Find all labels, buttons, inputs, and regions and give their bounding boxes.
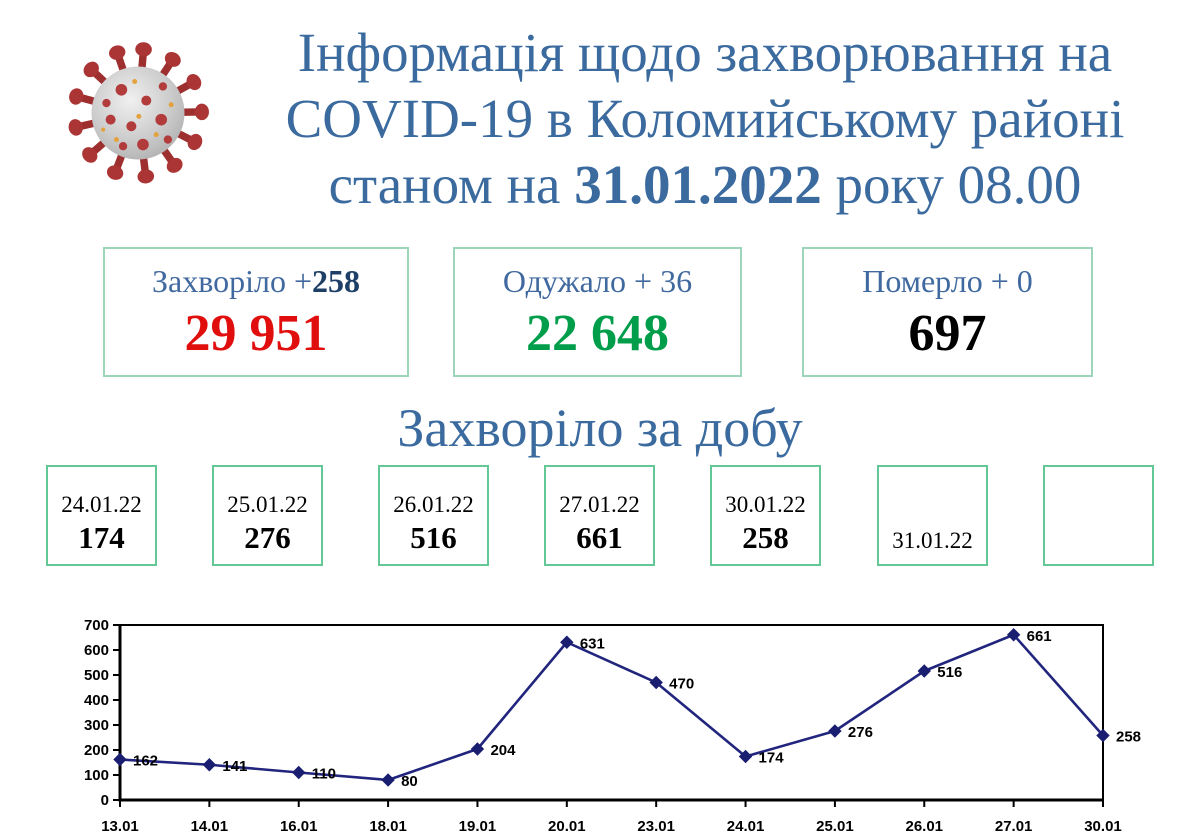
date-box-date: 25.01.22	[227, 492, 308, 517]
date-box-date: 24.01.22	[61, 492, 142, 517]
svg-text:19.01: 19.01	[459, 818, 497, 835]
svg-text:204: 204	[490, 742, 516, 759]
svg-text:162: 162	[133, 753, 158, 770]
stat-label-infected: Захворіло +258	[151, 263, 361, 299]
svg-text:258: 258	[1116, 729, 1141, 746]
svg-text:470: 470	[669, 676, 694, 693]
svg-text:141: 141	[222, 758, 247, 775]
stat-value-recovered: 22 648	[526, 305, 669, 362]
svg-text:27.01: 27.01	[995, 818, 1033, 835]
svg-text:200: 200	[84, 742, 109, 759]
date-box-6: 31.01.22	[877, 465, 988, 566]
stat-box-deceased: Померло + 0 697	[802, 247, 1093, 377]
date-box-3: 26.01.22 516	[378, 465, 489, 566]
svg-text:13.01: 13.01	[101, 818, 139, 835]
svg-text:500: 500	[84, 667, 109, 684]
page-title-line3: станом на 31.01.2022 року 08.00	[328, 154, 1082, 215]
stat-label-recovered: Одужало + 36	[502, 263, 693, 299]
stat-box-recovered: Одужало + 36 22 648	[453, 247, 742, 377]
daily-section-title: Захворіло за добу	[397, 398, 803, 458]
report-date: 31.01.2022	[574, 154, 822, 215]
svg-text:23.01: 23.01	[637, 818, 675, 835]
svg-text:631: 631	[580, 635, 605, 652]
page-title: Інформація щодо захворювання на COVID-19…	[238, 20, 1172, 218]
stat-value-infected: 29 951	[184, 305, 328, 362]
svg-text:276: 276	[848, 724, 873, 741]
svg-text:30.01: 30.01	[1084, 818, 1122, 835]
svg-text:80: 80	[401, 773, 418, 790]
coronavirus-icon	[66, 41, 210, 185]
svg-text:0: 0	[101, 792, 109, 809]
date-box-2: 25.01.22 276	[212, 465, 323, 566]
svg-text:20.01: 20.01	[548, 818, 586, 835]
date-box-5: 30.01.22 258	[710, 465, 821, 566]
stat-box-infected: Захворіло +258 29 951	[103, 247, 409, 377]
stat-label-deceased: Померло + 0	[862, 263, 1033, 299]
page-title-line1: Інформація щодо захворювання на	[297, 22, 1113, 83]
date-box-value: 276	[244, 520, 291, 555]
daily-line-chart: 0 100 200 300 400 500 600 700 13.01 14.01 16.01 18.…	[84, 617, 1141, 835]
page-title-line2: COVID-19 в Коломийському районі	[285, 88, 1125, 149]
date-box-7-empty	[1043, 465, 1154, 566]
date-box-date: 27.01.22	[559, 492, 640, 517]
svg-text:26.01: 26.01	[905, 818, 943, 835]
svg-text:600: 600	[84, 642, 109, 659]
svg-text:400: 400	[84, 692, 109, 709]
date-box-date: 30.01.22	[725, 492, 806, 517]
stat-value-deceased: 697	[908, 305, 987, 362]
date-box-4: 27.01.22 661	[544, 465, 655, 566]
svg-text:300: 300	[84, 717, 109, 734]
svg-text:16.01: 16.01	[280, 818, 318, 835]
svg-text:24.01: 24.01	[727, 818, 765, 835]
svg-text:110: 110	[312, 766, 336, 783]
date-box-date: 31.01.22	[892, 528, 973, 553]
svg-text:14.01: 14.01	[191, 818, 229, 835]
svg-text:661: 661	[1027, 628, 1052, 645]
svg-text:516: 516	[937, 664, 962, 681]
date-box-value: 516	[410, 520, 457, 555]
svg-text:100: 100	[84, 767, 109, 784]
svg-text:700: 700	[84, 617, 109, 634]
date-box-value: 258	[742, 520, 789, 555]
date-box-value: 661	[576, 520, 623, 555]
date-box-value: 174	[78, 520, 125, 555]
date-box-1: 24.01.22 174	[46, 465, 157, 566]
date-box-date: 26.01.22	[393, 492, 474, 517]
svg-text:18.01: 18.01	[369, 818, 407, 835]
svg-text:25.01: 25.01	[816, 818, 854, 835]
svg-text:174: 174	[759, 750, 785, 767]
